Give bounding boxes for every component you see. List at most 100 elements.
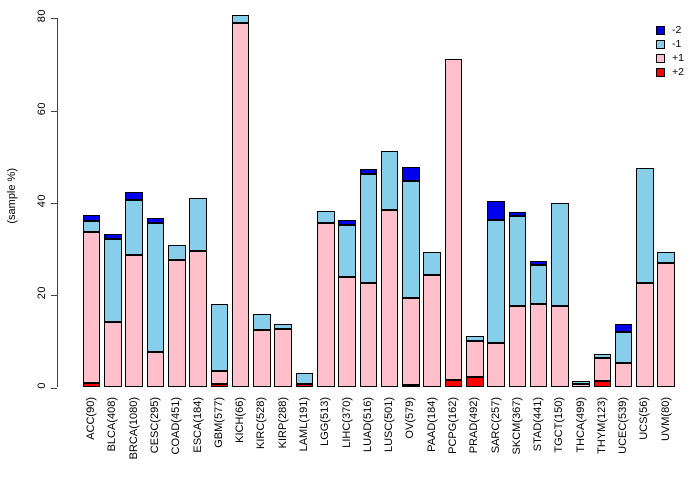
bar-luad: [359, 169, 378, 388]
bar-segment--1: [316, 211, 335, 224]
y-axis-tick: [51, 387, 57, 389]
bar-ov: [402, 167, 420, 388]
bar-blca: [104, 234, 122, 388]
x-tick-label: ESCA(184): [191, 396, 204, 453]
bar-segment--1: [657, 251, 676, 264]
bar-segment--1: [551, 202, 569, 307]
bar-segment--2: [338, 219, 356, 225]
bar-segment--1: [593, 354, 612, 359]
bar-segment--1: [614, 331, 633, 364]
bar-segment--1: [402, 181, 420, 299]
bar-coad: [168, 244, 186, 388]
bar-kich: [231, 14, 250, 388]
legend-label: -1: [672, 38, 682, 50]
bar-segment--1: [465, 336, 484, 341]
bar-lusc: [380, 151, 399, 388]
y-axis-line: [57, 18, 58, 388]
legend: -2 -1 +1 +2: [656, 25, 684, 77]
bar-segment-+1: [529, 303, 548, 388]
y-tick-label: 80: [36, 9, 48, 23]
x-tick-label: UCEC(539): [617, 396, 630, 454]
bar-brca: [125, 191, 144, 388]
bar-segment--1: [104, 239, 122, 322]
y-axis-tick: [51, 110, 57, 112]
bar-segment-+1: [487, 342, 505, 388]
bar-segment--1: [125, 200, 144, 256]
bar-acc: [82, 214, 101, 388]
bar-segment--2: [104, 234, 122, 240]
bar-segment-+1: [168, 259, 186, 388]
bar-segment-+1: [636, 282, 654, 388]
bar-segment--1: [572, 380, 590, 384]
bar-segment-+1: [125, 255, 144, 388]
x-tick-label: SARC(257): [489, 396, 502, 453]
bar-segment-+1: [551, 306, 569, 388]
bar-lihc: [338, 219, 356, 388]
x-tick-label: THYM(123): [595, 396, 608, 454]
x-tick-label: KIRC(528): [255, 396, 268, 449]
bar-segment--1: [338, 224, 356, 277]
bar-segment--2: [146, 218, 165, 224]
bar-segment-+1: [146, 351, 165, 388]
x-tick-label: COAD(451): [170, 396, 183, 454]
y-tick-label: 0: [36, 382, 48, 389]
bar-segment-+2: [444, 380, 463, 388]
bar-segment-+2: [465, 377, 484, 388]
bar-segment--1: [359, 174, 378, 283]
bar-segment--1: [423, 251, 441, 276]
x-tick-label: BRCA(1080): [127, 396, 140, 459]
legend-swatch: [656, 39, 665, 49]
x-tick-label: TGCT(150): [553, 396, 566, 453]
bar-segment--1: [508, 215, 527, 306]
bar-segment--1: [146, 223, 165, 352]
bar-segment--1: [274, 324, 292, 330]
bar-segment-+2: [295, 384, 314, 388]
bar-segment-+1: [338, 276, 356, 388]
bar-lgg: [316, 211, 335, 388]
bar-ucs: [636, 168, 654, 388]
bar-skcm: [508, 211, 527, 388]
legend-item--2: -2: [656, 25, 684, 35]
bar-segment--2: [125, 191, 144, 201]
bar-segment--2: [614, 324, 633, 332]
y-tick-label: 20: [36, 286, 48, 300]
bar-segment--2: [529, 261, 548, 266]
y-tick-label: 40: [36, 193, 48, 208]
bar-segment-+2: [402, 385, 420, 388]
bar-segment-+2: [210, 384, 229, 388]
x-tick-label: ACC(90): [85, 396, 98, 440]
bar-stad: [529, 261, 548, 388]
bar-segment-+1: [508, 305, 527, 388]
y-axis-tick: [51, 18, 57, 20]
bar-tgct: [551, 202, 569, 388]
x-tick-label: PAAD(184): [425, 396, 438, 452]
bar-segment-+1: [572, 383, 590, 388]
bar-ucec: [614, 324, 633, 388]
bar-segment--1: [168, 244, 186, 260]
bar-segment-+1: [465, 340, 484, 378]
bar-segment--1: [82, 220, 101, 232]
bar-segment--2: [82, 214, 101, 221]
bar-thym: [593, 354, 612, 388]
bar-kirc: [253, 314, 271, 388]
x-tick-label: LUAD(516): [361, 396, 374, 452]
bar-segment--2: [402, 167, 420, 182]
bar-segment--1: [380, 151, 399, 211]
bar-gbm: [210, 303, 229, 388]
bar-segment--1: [210, 303, 229, 371]
bar-paad: [423, 251, 441, 388]
bar-esca: [189, 197, 207, 388]
x-tick-label: KICH(66): [234, 396, 247, 443]
bar-segment-+1: [657, 263, 676, 388]
x-tick-label: KIRP(288): [276, 396, 289, 448]
bar-kirp: [274, 324, 292, 388]
x-tick-label: LUSC(501): [383, 396, 396, 452]
bar-segment--1: [253, 314, 271, 330]
bar-segment-+1: [189, 251, 207, 388]
legend-swatch: [656, 25, 665, 35]
legend-swatch: [656, 67, 665, 77]
bar-segment--1: [189, 197, 207, 252]
bar-sarc: [487, 201, 505, 388]
bar-cesc: [146, 218, 165, 388]
